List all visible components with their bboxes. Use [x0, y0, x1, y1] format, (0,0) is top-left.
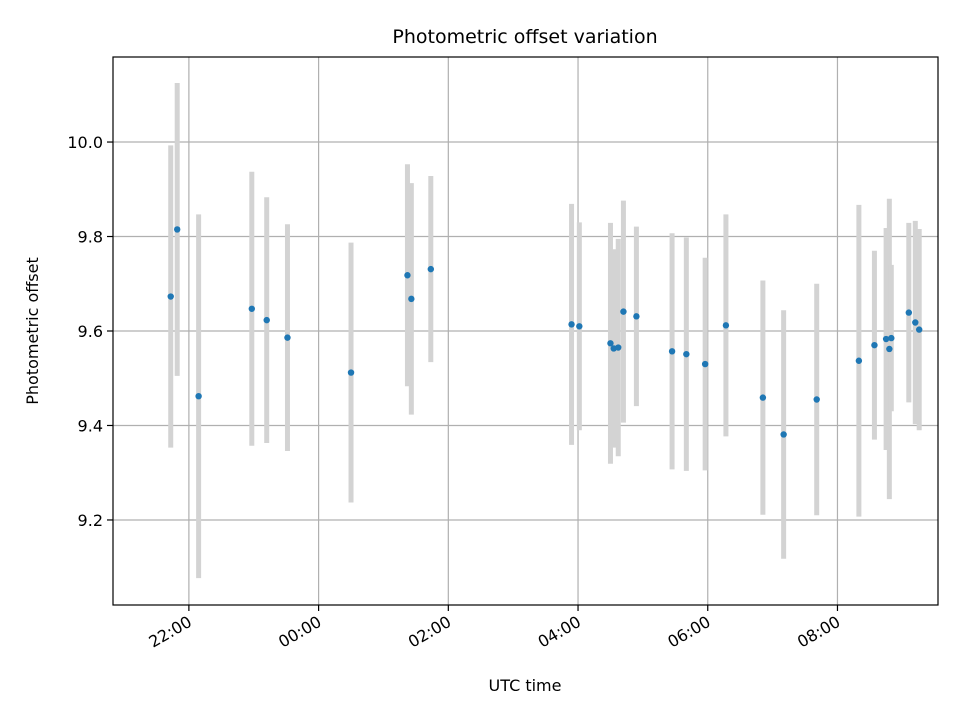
data-point: [607, 340, 614, 347]
x-axis-label: UTC time: [489, 676, 562, 695]
y-tick-label: 9.6: [78, 322, 103, 341]
data-point: [620, 308, 627, 315]
data-point: [167, 293, 174, 300]
data-point: [915, 326, 923, 333]
data-point: [174, 226, 181, 233]
data-point: [408, 295, 415, 303]
x-tick-label: 08:00: [794, 612, 843, 652]
data-point: [633, 313, 640, 320]
data-point: [855, 357, 863, 364]
y-tick-label: 9.2: [78, 511, 103, 530]
grid-lines: [113, 57, 938, 605]
data-point: [683, 350, 690, 358]
x-tick-label: 00:00: [275, 612, 324, 652]
x-tick-label: 06:00: [664, 612, 713, 652]
data-point: [615, 344, 622, 351]
data-point: [888, 334, 895, 342]
x-tick-label: 02:00: [405, 612, 454, 652]
y-tick-label: 9.4: [78, 416, 103, 435]
y-tick-label: 10.0: [67, 133, 103, 152]
data-points: [167, 226, 923, 438]
data-point: [759, 394, 767, 401]
chart-title: Photometric offset variation: [392, 26, 657, 48]
data-point: [263, 316, 270, 324]
x-axis-ticks: 22:00 00:00 02:00 04:00 06:00 08:00: [145, 605, 843, 652]
data-point: [886, 345, 893, 353]
data-point: [871, 341, 878, 349]
data-point: [427, 265, 435, 273]
data-point: [668, 348, 676, 355]
data-point: [195, 392, 202, 400]
data-point: [882, 335, 890, 343]
data-point: [813, 396, 820, 403]
y-axis-ticks: 9.2 9.4 9.6 9.8 10.0: [67, 133, 113, 530]
data-point: [568, 321, 575, 328]
data-point: [284, 334, 291, 341]
data-point: [912, 319, 919, 326]
data-point: [404, 272, 411, 279]
data-point: [576, 323, 583, 330]
y-axis-label: Photometric offset: [23, 257, 42, 405]
x-tick-label: 04:00: [535, 612, 584, 652]
x-tick-label: 22:00: [145, 612, 194, 652]
data-point: [780, 431, 787, 438]
data-point: [701, 360, 709, 368]
data-point: [905, 309, 913, 316]
data-point: [722, 322, 730, 329]
y-tick-label: 9.8: [78, 228, 103, 247]
data-point: [248, 305, 255, 312]
data-point: [347, 369, 355, 376]
